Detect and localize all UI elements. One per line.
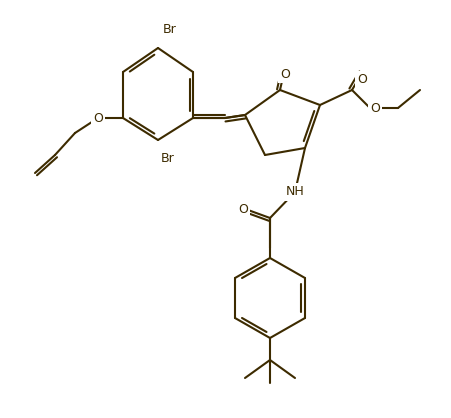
Text: O: O [369,102,379,115]
Text: O: O [356,73,366,86]
Text: NH: NH [285,186,304,199]
Text: Br: Br [161,152,175,165]
Text: O: O [280,68,289,81]
Text: O: O [238,204,248,217]
Text: Br: Br [163,23,176,36]
Text: O: O [93,112,103,125]
